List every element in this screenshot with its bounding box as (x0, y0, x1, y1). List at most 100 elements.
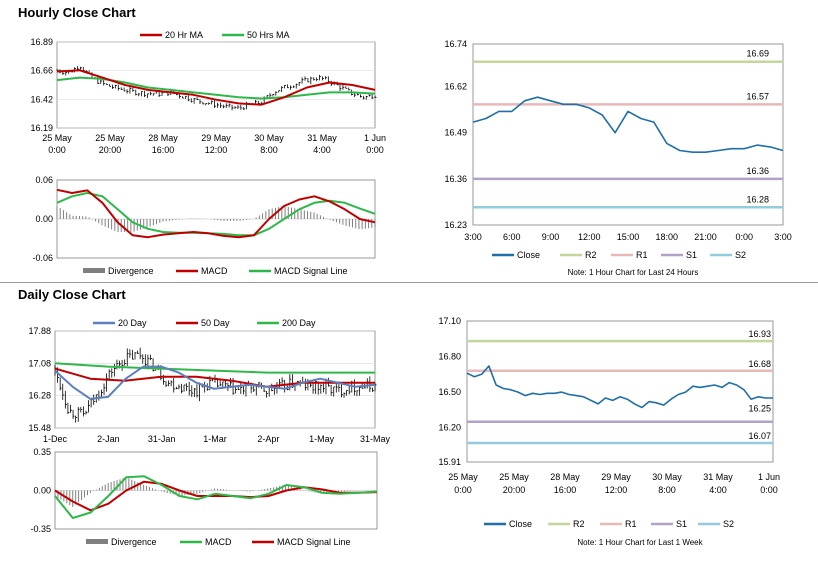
daily-levels-xtick: 20:00 (503, 485, 526, 495)
daily-levels-xtick: 28 May (550, 472, 580, 482)
daily-price-xtick: 1-May (309, 434, 335, 444)
section-divider (0, 282, 818, 283)
hourly-macd-line (56, 188, 376, 239)
daily-macd-legend-divergence-swatch (86, 539, 108, 544)
daily-50day-line (54, 367, 375, 388)
hourly-legend-20hr-label: 20 Hr MA (165, 30, 203, 40)
hourly-macd-legend-divergence-swatch (83, 268, 105, 273)
hourly-levels-xtick: 0:00 (735, 232, 753, 242)
daily-macd-ytick: -0.35 (30, 524, 51, 534)
daily-levels-xtick: 29 May (601, 472, 631, 482)
daily-price-ytick: 17.08 (28, 358, 51, 368)
hourly-price-xtick: 8:00 (260, 145, 278, 155)
daily-levels-legend-r2-label: R2 (573, 519, 585, 529)
hourly-levels-xtick: 12:00 (578, 232, 601, 242)
hourly-levels-xtick: 3:00 (774, 232, 792, 242)
daily-close-line (466, 365, 773, 409)
hourly-levels-ytick: 16.62 (444, 82, 467, 92)
hourly-macd-legend-divergence-label: Divergence (108, 266, 154, 276)
daily-levels-xtick: 25 May (499, 472, 529, 482)
daily-levels-note: Note: 1 Hour Chart for Last 1 Week (577, 538, 703, 547)
daily-legend-50day-label: 50 Day (201, 318, 230, 328)
daily-levels-frame (466, 320, 774, 463)
hourly-price-ytick: 16.89 (30, 37, 53, 47)
hourly-level-r2-label: 16.69 (746, 49, 769, 59)
hourly-price-xtick: 4:00 (313, 145, 331, 155)
daily-200day-line (54, 362, 375, 374)
hourly-price-xtick: 12:00 (205, 145, 228, 155)
daily-levels-xtick: 16:00 (554, 485, 577, 495)
daily-levels-legend-s1-label: S1 (676, 519, 687, 529)
hourly-levels-ytick: 16.23 (444, 220, 467, 230)
daily-macd-ytick: 0.35 (33, 447, 51, 457)
daily-signal-line (54, 480, 378, 512)
hourly-levels-xtick: 21:00 (694, 232, 717, 242)
hourly-level-s2-label: 16.28 (746, 194, 769, 204)
hourly-signal-line (56, 192, 376, 237)
hourly-price-xtick: 29 May (201, 133, 231, 143)
daily-levels-xtick: 12:00 (605, 485, 628, 495)
hourly-levels-xtick: 3:00 (464, 232, 482, 242)
daily-levels-ytick: 16.50 (438, 387, 461, 397)
hourly-levels-legend-r1-label: R1 (636, 250, 648, 260)
hourly-levels-note: Note: 1 Hour Chart for Last 24 Hours (568, 268, 699, 277)
hourly-macd-ytick: 0.00 (35, 214, 53, 224)
daily-20day-line (54, 365, 376, 400)
daily-macd-legend-divergence-label: Divergence (111, 537, 157, 547)
hourly-levels-xtick: 9:00 (542, 232, 560, 242)
daily-levels-xtick: 0:00 (760, 485, 778, 495)
daily-legend-200day-label: 200 Day (282, 318, 316, 328)
hourly-levels-xtick: 15:00 (617, 232, 640, 242)
hourly-price-xtick: 16:00 (152, 145, 175, 155)
daily-macd-line (54, 475, 378, 519)
hourly-levels-ytick: 16.36 (444, 174, 467, 184)
hourly-close-line (472, 96, 784, 153)
daily-price-ytick: 15.48 (28, 423, 51, 433)
hourly-macd-ytick: -0.06 (32, 253, 53, 263)
hourly-levels-legend-close-label: Close (517, 250, 540, 260)
hourly-levels-legend-s2-label: S2 (735, 250, 746, 260)
hourly-price-ytick: 16.42 (30, 95, 53, 105)
daily-price-xtick: 1-Dec (43, 434, 68, 444)
daily-price-ytick: 17.88 (28, 326, 51, 336)
hourly-levels-xtick: 6:00 (503, 232, 521, 242)
daily-level-s1-label: 16.25 (748, 404, 771, 414)
hourly-levels-xtick: 18:00 (655, 232, 678, 242)
hourly-levels-legend-s1-label: S1 (686, 250, 697, 260)
daily-price-xtick: 31-May (360, 434, 391, 444)
hourly-title: Hourly Close Chart (18, 5, 136, 20)
daily-levels-ytick: 17.10 (438, 316, 461, 326)
daily-levels-xtick: 1 Jun (758, 472, 780, 482)
hourly-levels-ytick: 16.74 (444, 39, 467, 49)
hourly-level-r1-label: 16.57 (746, 91, 769, 101)
hourly-levels-frame (472, 43, 784, 226)
hourly-price-xtick: 0:00 (366, 145, 384, 155)
hourly-price-ytick: 16.19 (30, 123, 53, 133)
hourly-levels-ytick: 16.49 (444, 128, 467, 138)
hourly-price-xtick: 25 May (95, 133, 125, 143)
daily-price-xtick: 2-Jan (97, 434, 120, 444)
hourly-20hr-ma-line (56, 69, 376, 106)
hourly-macd-legend-macd-label: MACD (201, 266, 228, 276)
daily-legend-20day-label: 20 Day (118, 318, 147, 328)
daily-levels-xtick: 0:00 (454, 485, 472, 495)
hourly-macd-ytick: 0.06 (35, 175, 53, 185)
daily-title: Daily Close Chart (18, 287, 126, 302)
daily-levels-legend-close-label: Close (509, 519, 532, 529)
daily-price-xtick: 31-Jan (148, 434, 176, 444)
daily-levels-legend-r1-label: R1 (625, 519, 637, 529)
daily-levels-legend-s2-label: S2 (723, 519, 734, 529)
hourly-price-xtick: 30 May (254, 133, 284, 143)
daily-levels-ytick: 16.80 (438, 352, 461, 362)
daily-level-r2-label: 16.93 (748, 329, 771, 339)
hourly-50hr-ma-line (56, 76, 376, 100)
daily-levels-xtick: 4:00 (709, 485, 727, 495)
daily-levels-xtick: 8:00 (658, 485, 676, 495)
daily-levels-ytick: 16.20 (438, 423, 461, 433)
daily-levels-xtick: 25 May (448, 472, 478, 482)
daily-level-r1-label: 16.68 (748, 359, 771, 369)
daily-levels-xtick: 31 May (703, 472, 733, 482)
hourly-price-xtick: 28 May (148, 133, 178, 143)
hourly-price-xtick: 1 Jun (364, 133, 386, 143)
